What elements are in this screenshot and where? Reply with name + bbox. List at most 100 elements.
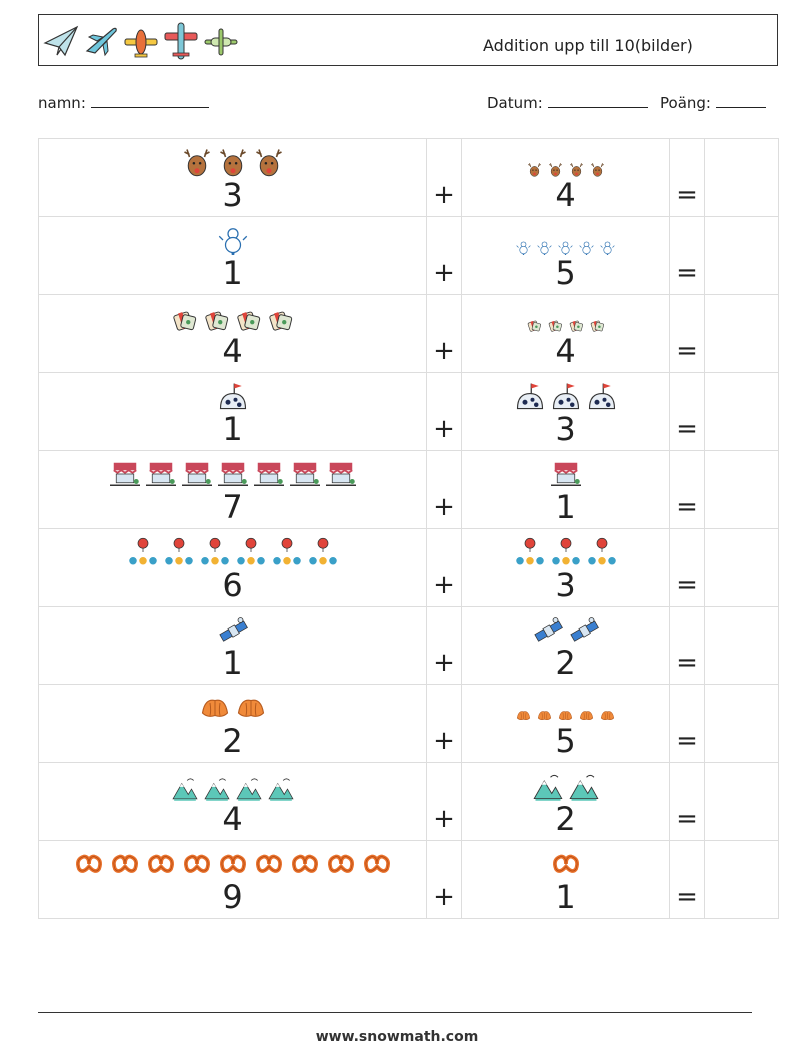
igloo-icon xyxy=(587,381,617,415)
ornament-balloons-icon xyxy=(164,537,194,571)
first-addend-icons xyxy=(39,139,426,181)
answer-box[interactable] xyxy=(704,372,779,451)
plus-sign: + xyxy=(426,840,462,919)
pretzel-icon xyxy=(74,849,104,883)
gift-icon xyxy=(204,307,230,337)
first-addend-cell: 7 xyxy=(38,450,427,529)
equals-sign: = xyxy=(669,528,705,607)
market-stall-icon xyxy=(550,459,581,493)
problem-row: 7 +1 = xyxy=(38,450,779,529)
problem-row: 1 +3 = xyxy=(38,372,779,451)
reindeer-icon xyxy=(254,147,284,181)
answer-box[interactable] xyxy=(704,450,779,529)
pretzel-icon xyxy=(362,849,392,883)
first-addend: 4 xyxy=(222,800,243,838)
first-addend-icons xyxy=(39,451,426,493)
first-addend: 6 xyxy=(222,566,243,604)
first-addend-cell: 3 xyxy=(38,138,427,217)
date-blank[interactable] xyxy=(547,93,648,108)
snowman-icon xyxy=(558,240,573,259)
pretzel-icon xyxy=(326,849,356,883)
second-addend: 4 xyxy=(555,176,576,214)
croissant-icon xyxy=(558,708,573,727)
plus-sign: + xyxy=(426,684,462,763)
market-stall-icon xyxy=(217,459,248,493)
second-addend-icons xyxy=(462,529,669,571)
answer-box[interactable] xyxy=(704,138,779,217)
equals-sign: = xyxy=(669,138,705,217)
problem-row: 4 +4 = xyxy=(38,294,779,373)
mountain-icon xyxy=(568,771,599,805)
second-addend-cell: 2 xyxy=(461,606,670,685)
market-stall-icon xyxy=(325,459,356,493)
equals-sign: = xyxy=(669,450,705,529)
igloo-icon xyxy=(551,381,581,415)
reindeer-icon xyxy=(218,147,248,181)
market-stall-icon xyxy=(253,459,284,493)
first-addend-cell: 1 xyxy=(38,372,427,451)
paper-plane-icon xyxy=(43,25,79,57)
equals-sign: = xyxy=(669,840,705,919)
footer-url: www.snowmath.com xyxy=(315,1029,479,1045)
second-addend: 3 xyxy=(555,410,576,448)
first-addend-icons xyxy=(39,607,426,649)
problem-table: 3 +4 = 1 +5 = 4 +4 = 1 +3 = 7 +1 = 6 +3 = 1 +2 = 2 +5 = 4 +2 = 9 +1 = xyxy=(38,138,779,919)
answer-box[interactable] xyxy=(704,294,779,373)
pretzel-icon xyxy=(254,849,284,883)
equals-sign: = xyxy=(669,216,705,295)
croissant-icon xyxy=(579,708,594,727)
ornament-balloons-icon xyxy=(200,537,230,571)
answer-box[interactable] xyxy=(704,840,779,919)
satellite-icon xyxy=(533,615,563,649)
plus-sign: + xyxy=(426,138,462,217)
second-addend-icons xyxy=(462,685,669,727)
second-addend-icons xyxy=(462,841,669,883)
first-addend: 1 xyxy=(222,410,243,448)
first-addend-icons xyxy=(39,841,426,883)
score-blank[interactable] xyxy=(715,93,766,108)
answer-box[interactable] xyxy=(704,762,779,841)
pretzel-icon xyxy=(290,849,320,883)
first-addend-cell: 4 xyxy=(38,294,427,373)
first-addend: 9 xyxy=(222,878,243,916)
market-stall-icon xyxy=(289,459,320,493)
first-addend-cell: 2 xyxy=(38,684,427,763)
answer-box[interactable] xyxy=(704,606,779,685)
answer-box[interactable] xyxy=(704,528,779,607)
second-addend-icons xyxy=(462,295,669,337)
plus-sign: + xyxy=(426,528,462,607)
second-addend: 1 xyxy=(555,488,576,526)
gift-icon xyxy=(172,307,198,337)
gift-icon xyxy=(548,318,563,337)
snowman-icon xyxy=(600,240,615,259)
date-label: Datum: xyxy=(487,94,543,112)
red-plane-icon xyxy=(164,22,198,60)
croissant-icon xyxy=(537,708,552,727)
second-addend-cell: 4 xyxy=(461,294,670,373)
name-field: namn: xyxy=(38,93,209,112)
green-plane-icon xyxy=(204,28,238,56)
gift-icon xyxy=(590,318,605,337)
problem-row: 9 +1 = xyxy=(38,840,779,919)
ornament-balloons-icon xyxy=(128,537,158,571)
first-addend-icons xyxy=(39,685,426,727)
mountain-icon xyxy=(235,775,262,805)
name-blank[interactable] xyxy=(90,93,209,108)
first-addend: 1 xyxy=(222,644,243,682)
jet-icon xyxy=(85,27,117,57)
yellow-plane-icon xyxy=(124,29,158,58)
market-stall-icon xyxy=(181,459,212,493)
second-addend-icons xyxy=(462,607,669,649)
reindeer-icon xyxy=(569,162,584,181)
plus-sign: + xyxy=(426,762,462,841)
gift-icon xyxy=(527,318,542,337)
second-addend-icons xyxy=(462,451,669,493)
plus-sign: + xyxy=(426,606,462,685)
reindeer-icon xyxy=(182,147,212,181)
snowman-icon xyxy=(218,225,248,259)
plus-sign: + xyxy=(426,216,462,295)
answer-box[interactable] xyxy=(704,684,779,763)
footer-divider xyxy=(38,1012,752,1013)
answer-box[interactable] xyxy=(704,216,779,295)
problem-row: 2 +5 = xyxy=(38,684,779,763)
